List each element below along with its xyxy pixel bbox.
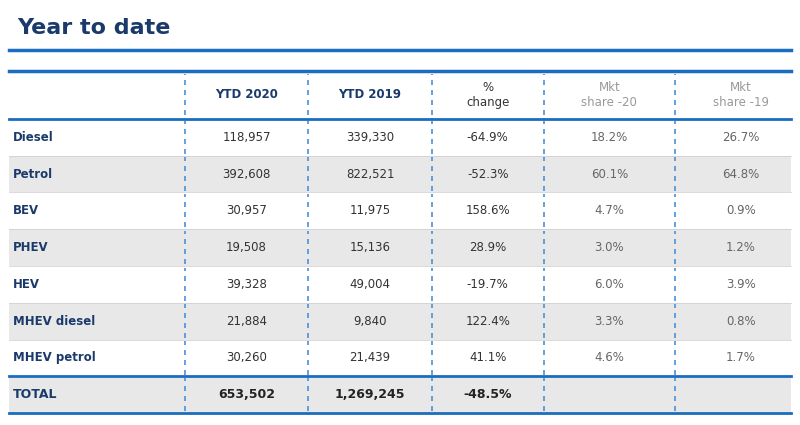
Text: -19.7%: -19.7% [467, 278, 509, 291]
Text: 4.6%: 4.6% [594, 351, 624, 364]
Text: 822,521: 822,521 [346, 167, 394, 181]
Text: Petrol: Petrol [14, 167, 54, 181]
Text: MHEV diesel: MHEV diesel [14, 314, 95, 328]
Text: 49,004: 49,004 [350, 278, 390, 291]
Text: 11,975: 11,975 [350, 204, 390, 217]
Text: 392,608: 392,608 [222, 167, 270, 181]
Text: %
change: % change [466, 81, 510, 109]
Text: YTD 2020: YTD 2020 [215, 88, 278, 102]
Text: MHEV petrol: MHEV petrol [14, 351, 96, 364]
Text: 1.7%: 1.7% [726, 351, 756, 364]
FancyBboxPatch shape [10, 193, 790, 229]
Text: Diesel: Diesel [14, 131, 54, 144]
Text: 15,136: 15,136 [350, 241, 390, 254]
Text: -64.9%: -64.9% [467, 131, 509, 144]
FancyBboxPatch shape [10, 119, 790, 156]
Text: PHEV: PHEV [14, 241, 49, 254]
FancyBboxPatch shape [10, 376, 790, 413]
FancyBboxPatch shape [10, 266, 790, 303]
FancyBboxPatch shape [10, 303, 790, 340]
Text: 30,260: 30,260 [226, 351, 267, 364]
Text: 60.1%: 60.1% [590, 167, 628, 181]
Text: 339,330: 339,330 [346, 131, 394, 144]
Text: 0.9%: 0.9% [726, 204, 756, 217]
Text: 653,502: 653,502 [218, 388, 275, 401]
Text: 26.7%: 26.7% [722, 131, 759, 144]
Text: 64.8%: 64.8% [722, 167, 759, 181]
FancyBboxPatch shape [10, 340, 790, 376]
Text: 122.4%: 122.4% [466, 314, 510, 328]
Text: Year to date: Year to date [18, 18, 170, 38]
Text: 158.6%: 158.6% [466, 204, 510, 217]
Text: 21,439: 21,439 [350, 351, 390, 364]
Text: 1,269,245: 1,269,245 [335, 388, 406, 401]
Text: -48.5%: -48.5% [463, 388, 512, 401]
Text: 9,840: 9,840 [354, 314, 387, 328]
Text: 118,957: 118,957 [222, 131, 270, 144]
Text: 21,884: 21,884 [226, 314, 267, 328]
Text: 28.9%: 28.9% [469, 241, 506, 254]
Text: 39,328: 39,328 [226, 278, 267, 291]
FancyBboxPatch shape [10, 71, 790, 119]
Text: 30,957: 30,957 [226, 204, 267, 217]
Text: TOTAL: TOTAL [14, 388, 58, 401]
Text: BEV: BEV [14, 204, 39, 217]
Text: 1.2%: 1.2% [726, 241, 756, 254]
Text: 18.2%: 18.2% [590, 131, 628, 144]
Text: 0.8%: 0.8% [726, 314, 756, 328]
Text: YTD 2019: YTD 2019 [338, 88, 402, 102]
Text: Mkt
share -19: Mkt share -19 [713, 81, 769, 109]
FancyBboxPatch shape [10, 156, 790, 193]
Text: 3.0%: 3.0% [594, 241, 624, 254]
Text: 19,508: 19,508 [226, 241, 267, 254]
Text: -52.3%: -52.3% [467, 167, 509, 181]
Text: 3.9%: 3.9% [726, 278, 756, 291]
FancyBboxPatch shape [10, 229, 790, 266]
Text: 3.3%: 3.3% [594, 314, 624, 328]
Text: 6.0%: 6.0% [594, 278, 624, 291]
Text: 4.7%: 4.7% [594, 204, 624, 217]
Text: HEV: HEV [14, 278, 40, 291]
Text: Mkt
share -20: Mkt share -20 [582, 81, 638, 109]
Text: 41.1%: 41.1% [469, 351, 506, 364]
